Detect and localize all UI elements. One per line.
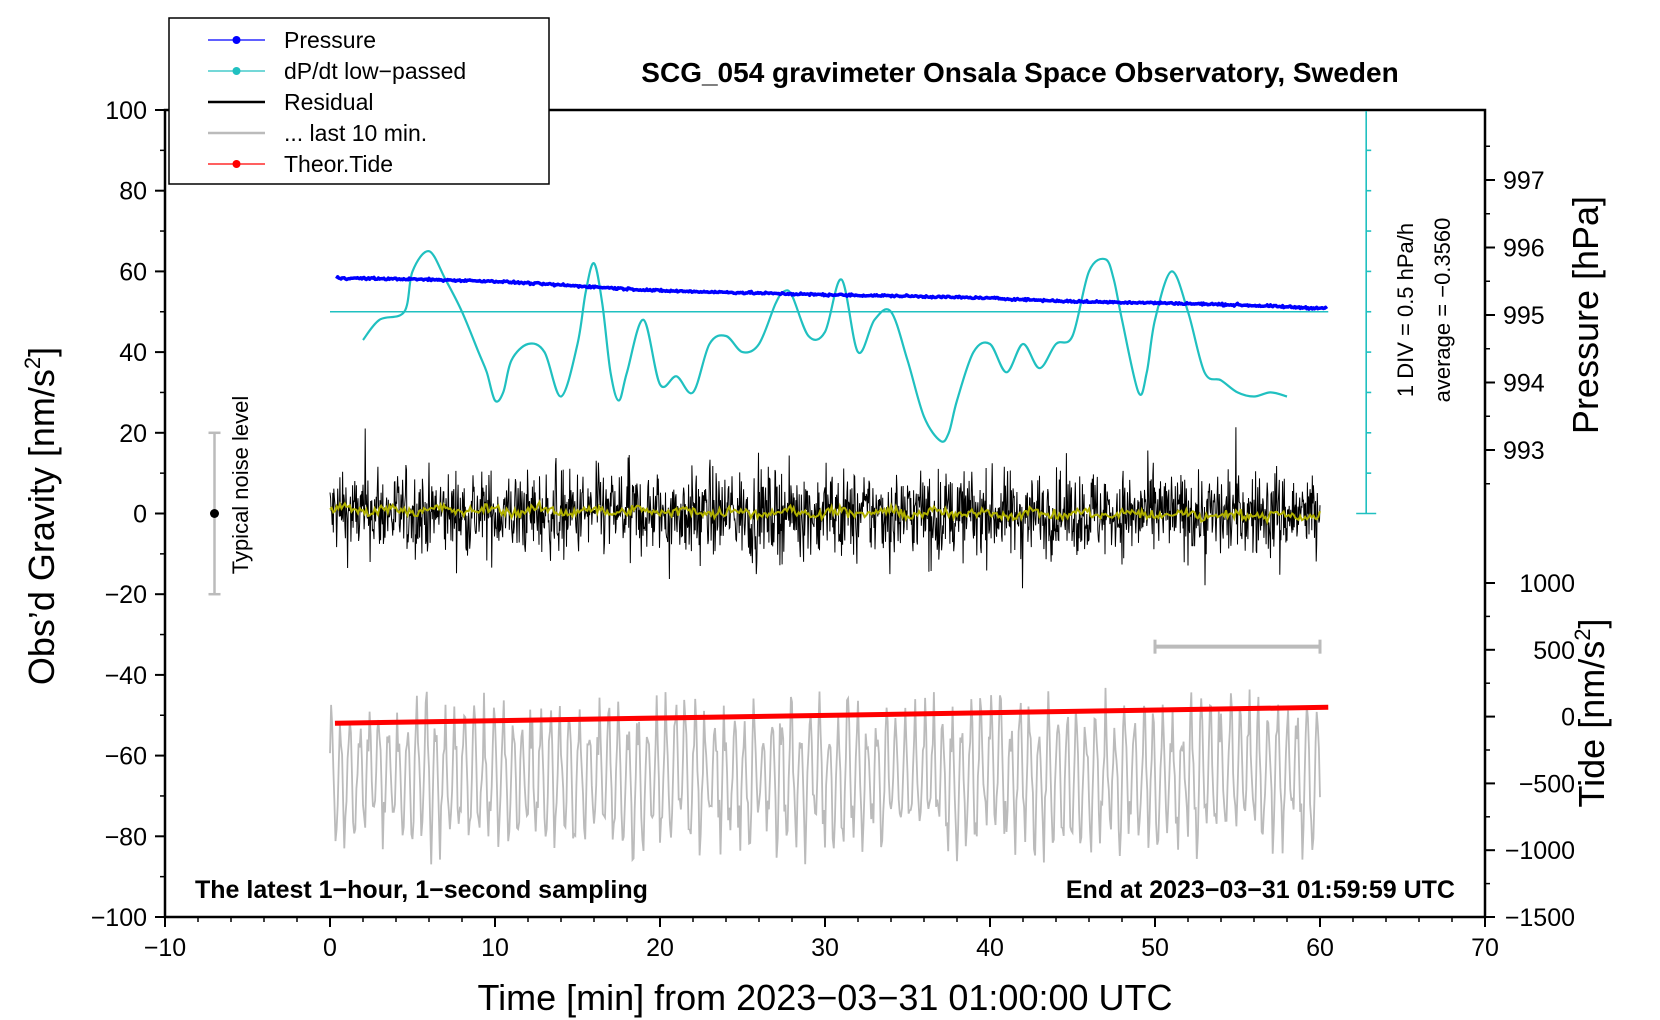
x-tick-label: −10: [144, 934, 186, 962]
tide-tick-label: −500: [1519, 770, 1575, 798]
y-tick-label: 40: [119, 339, 147, 367]
legend-label: Pressure: [284, 27, 376, 53]
y-tick-label: −100: [91, 904, 147, 932]
pressure-tick-label: 994: [1503, 370, 1545, 398]
x-tick-label: 40: [976, 934, 1004, 962]
y-tick-label: 100: [105, 97, 147, 125]
y-tick-label: 20: [119, 420, 147, 448]
legend-label: Theor.Tide: [284, 151, 393, 177]
y-tick-label: −20: [105, 581, 147, 609]
x-tick-label: 50: [1141, 934, 1169, 962]
x-tick-label: 70: [1471, 934, 1499, 962]
residual-line: [329, 427, 1321, 589]
tide-tick-label: −1500: [1505, 904, 1575, 932]
legend-label: ... last 10 min.: [284, 120, 427, 146]
legend-marker: [232, 36, 241, 44]
chart-title: SCG_054 gravimeter Onsala Space Observat…: [641, 57, 1398, 88]
y-axis-label-tide: Tide [nm/s2]: [1570, 619, 1612, 808]
tide-tick-label: −1000: [1505, 837, 1575, 865]
dpdt-line: [362, 250, 1288, 443]
x-tick-label: 0: [323, 934, 337, 962]
y-tick-label: −80: [105, 823, 147, 851]
x-tick-label: 30: [811, 934, 839, 962]
dpdt-scale-text: 1 DIV = 0.5 hPa/h: [1393, 223, 1418, 397]
residual-smoothed-line: [329, 498, 1321, 526]
theor-tide-line: [334, 704, 1329, 726]
y-tick-label: 0: [133, 501, 147, 529]
y-axis-label-gravity: Obs’d Gravity [nm/s2]: [20, 347, 62, 685]
x-tick-label: 10: [481, 934, 509, 962]
x-axis-label: Time [min] from 2023−03−31 01:00:00 UTC: [477, 977, 1172, 1018]
x-axis-ticks: −10 0 10 20 30 40 50 60 70: [144, 917, 1499, 962]
pressure-tick-label: 996: [1503, 235, 1545, 263]
pressure-axis-ticks: 993 994 995 996 997: [1485, 145, 1545, 485]
legend-marker: [232, 67, 241, 75]
pressure-line: [335, 275, 1329, 311]
tide-tick-label: 1000: [1519, 570, 1575, 598]
pressure-tick-label: 993: [1503, 437, 1545, 465]
tide-axis-ticks: −1500 −1000 −500 0 500 1000: [1485, 570, 1575, 932]
annotation-left: The latest 1−hour, 1−second sampling: [195, 876, 648, 904]
dpdt-average-text: average = −0.3560: [1430, 218, 1455, 403]
y-axis-label-pressure: Pressure [hPa]: [1565, 196, 1606, 434]
y-tick-label: 60: [119, 258, 147, 286]
legend: Pressure dP/dt low−passed Residual ... last…: [168, 17, 550, 185]
y-tick-label: 80: [119, 178, 147, 206]
legend-label: dP/dt low−passed: [284, 58, 466, 84]
x-tick-label: 60: [1306, 934, 1334, 962]
noise-bar-center-dot: [210, 509, 219, 518]
y-axis-ticks: −100 −80 −60 −40 −20 0 20 40 60 80 100: [91, 97, 165, 932]
annotation-right: End at 2023−03−31 01:59:59 UTC: [1066, 876, 1455, 904]
tide-tick-label: 500: [1533, 637, 1575, 665]
pressure-tick-label: 997: [1503, 167, 1545, 195]
y-tick-label: −60: [105, 743, 147, 771]
tide-tick-label: 0: [1561, 704, 1575, 732]
data-layer: [208, 111, 1377, 865]
legend-marker: [232, 160, 241, 168]
pressure-tick-label: 995: [1503, 302, 1545, 330]
noise-level-label: Typical noise level: [228, 396, 253, 575]
x-tick-label: 20: [646, 934, 674, 962]
legend-label: Residual: [284, 89, 374, 115]
y-tick-label: −40: [105, 662, 147, 690]
